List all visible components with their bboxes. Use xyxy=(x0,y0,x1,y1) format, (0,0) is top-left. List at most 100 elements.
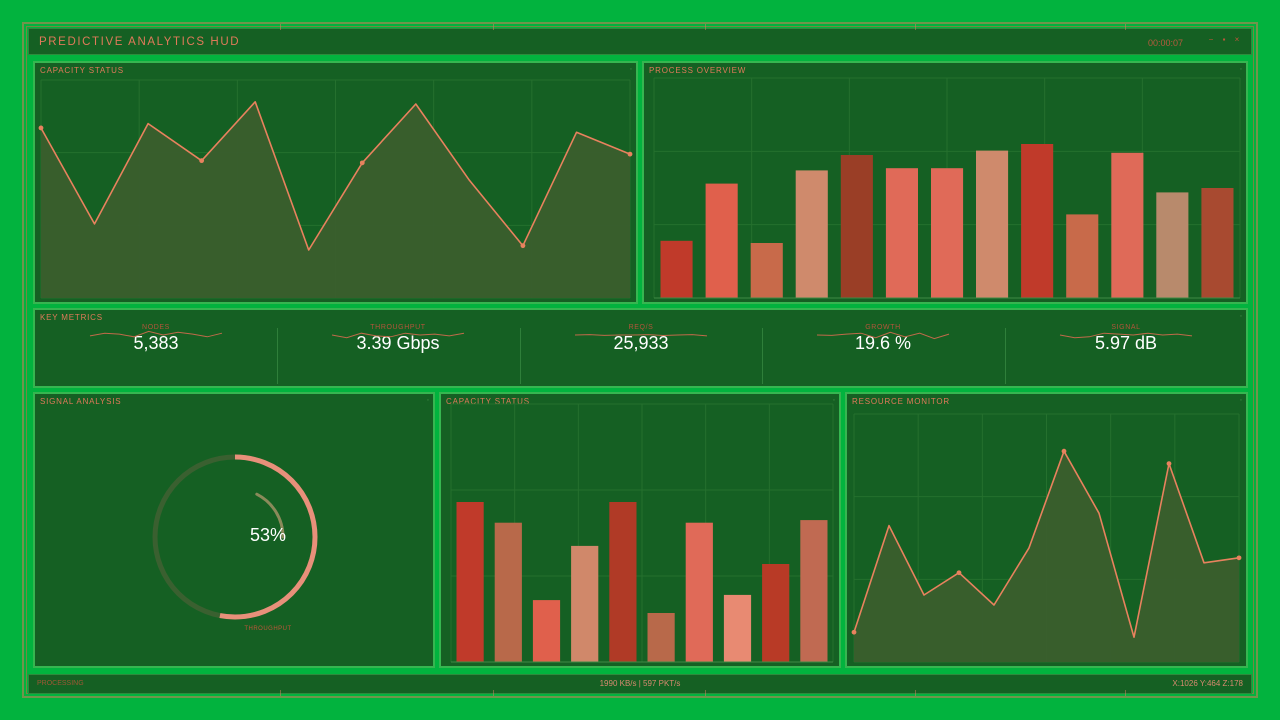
panel-title: CAPACITY STATUS xyxy=(40,66,124,75)
data-point xyxy=(1166,461,1172,466)
bar xyxy=(705,183,738,298)
metric-divider xyxy=(277,328,278,384)
series-line xyxy=(853,450,1240,638)
sparkline-path xyxy=(331,332,465,339)
metric-growth: GROWTH 19.6 % xyxy=(762,324,1004,386)
app-title: PREDICTIVE ANALYTICS HUD xyxy=(39,36,241,48)
bar xyxy=(494,522,522,662)
key-metrics-panel: KEY METRICS ◦ NODES 5,383 THROUGHPUT 3.3… xyxy=(33,308,1248,388)
bar xyxy=(456,502,484,662)
cursor-coordinates: X:1026 Y:464 Z:178 xyxy=(1172,679,1243,688)
resource-monitor-panel: RESOURCE MONITOR ◦ xyxy=(845,392,1248,668)
gauge-inner-arc xyxy=(255,492,285,539)
capacity-status-line-chart xyxy=(38,79,633,299)
close-icon[interactable]: × xyxy=(1234,35,1240,44)
frame-tick xyxy=(915,24,916,30)
metric-value: 5,383 xyxy=(133,333,179,353)
gauge-label: THROUGHPUT xyxy=(244,626,292,632)
window-controls: − ▪ × xyxy=(1207,36,1241,44)
hud-header: PREDICTIVE ANALYTICS HUD 00:00:07 − ▪ × xyxy=(28,28,1252,55)
bar xyxy=(609,502,637,662)
frame-tick xyxy=(705,690,706,696)
process-overview-bar-chart xyxy=(653,77,1241,299)
metric-sparkline xyxy=(331,332,465,339)
panel-title: RESOURCE MONITOR xyxy=(852,397,950,406)
bar xyxy=(840,155,873,298)
gauge-value: 53% xyxy=(249,525,287,545)
minimize-icon[interactable]: − xyxy=(1208,35,1214,44)
frame-tick xyxy=(280,690,281,696)
bar xyxy=(1066,214,1099,298)
maximize-icon[interactable]: ▪ xyxy=(1222,35,1226,44)
bar xyxy=(685,522,713,662)
process-overview-panel: PROCESS OVERVIEW ◦ xyxy=(642,61,1248,304)
signal-analysis-panel: SIGNAL ANALYSIS ◦ 53% THROUGHPUT xyxy=(33,392,435,668)
panel-title: SIGNAL ANALYSIS xyxy=(40,397,122,406)
metric-label: REQ/S xyxy=(628,324,654,331)
series-line xyxy=(40,101,631,251)
metric-label: NODES xyxy=(142,324,170,331)
metric-sparkline xyxy=(816,331,950,340)
capacity-status-bar-chart xyxy=(450,403,834,663)
sparkline-path xyxy=(574,334,708,337)
data-point xyxy=(956,570,962,576)
bar xyxy=(762,564,790,662)
data-point xyxy=(1061,448,1067,454)
panel-corner-icon: ◦ xyxy=(426,397,429,404)
metric-value: 5.97 dB xyxy=(1094,333,1158,353)
panel-corner-icon: ◦ xyxy=(1239,66,1242,73)
bar xyxy=(571,545,599,662)
frame-tick xyxy=(493,690,494,696)
bar xyxy=(931,168,964,298)
data-point xyxy=(38,125,44,131)
panel-corner-icon: ◦ xyxy=(629,66,632,73)
data-point xyxy=(520,243,526,249)
bar xyxy=(723,594,752,662)
panel-corner-icon: ◦ xyxy=(832,397,835,404)
frame-tick xyxy=(705,24,706,30)
sparkline-path xyxy=(1059,332,1193,339)
metric-divider xyxy=(762,328,763,384)
bar xyxy=(885,168,918,298)
panel-title: PROCESS OVERVIEW xyxy=(649,66,747,75)
elapsed-time: 00:00:07 xyxy=(1147,38,1183,48)
frame-tick xyxy=(1125,24,1126,30)
metric-label: THROUGHPUT xyxy=(370,324,426,331)
data-point xyxy=(1236,555,1242,561)
metric-label: SIGNAL xyxy=(1111,324,1141,331)
bar xyxy=(1111,152,1144,298)
metric-sparkline xyxy=(1059,332,1193,339)
data-point xyxy=(359,160,365,166)
hud-outer-frame xyxy=(22,22,1258,698)
metric-throughput: THROUGHPUT 3.39 Gbps xyxy=(277,324,519,386)
status-bar: PROCESSING 1990 KB/s | 597 PKT/s X:1026 … xyxy=(28,674,1252,694)
frame-tick xyxy=(915,690,916,696)
metric-value: 3.39 Gbps xyxy=(356,333,440,353)
metric-signal: SIGNAL 5.97 dB xyxy=(1005,324,1246,386)
throughput-gauge xyxy=(152,454,318,620)
data-point xyxy=(627,151,633,157)
bar xyxy=(750,243,783,298)
capacity-status-top-panel: CAPACITY STATUS ◦ xyxy=(33,61,638,304)
metric-nodes: NODES 5,383 xyxy=(35,324,277,386)
bar xyxy=(800,520,828,662)
data-point xyxy=(199,158,205,164)
metric-sparkline xyxy=(89,330,223,338)
resource-monitor-line-chart xyxy=(851,413,1242,663)
panel-corner-icon: ◦ xyxy=(1239,313,1242,320)
data-point xyxy=(851,629,857,635)
bar xyxy=(976,150,1009,298)
sparkline-path xyxy=(89,330,223,338)
status-text: PROCESSING xyxy=(37,680,84,687)
bar xyxy=(532,600,561,662)
metric-req-s: REQ/S 25,933 xyxy=(520,324,762,386)
metric-value: 19.6 % xyxy=(854,333,912,353)
frame-tick xyxy=(1125,690,1126,696)
bar xyxy=(1201,188,1234,298)
bar xyxy=(647,613,675,662)
area-fill xyxy=(854,451,1239,662)
transfer-rate: 1990 KB/s | 597 PKT/s xyxy=(599,679,681,688)
metric-sparkline xyxy=(574,334,708,337)
gauge-progress xyxy=(152,454,318,620)
bar xyxy=(1156,192,1189,298)
